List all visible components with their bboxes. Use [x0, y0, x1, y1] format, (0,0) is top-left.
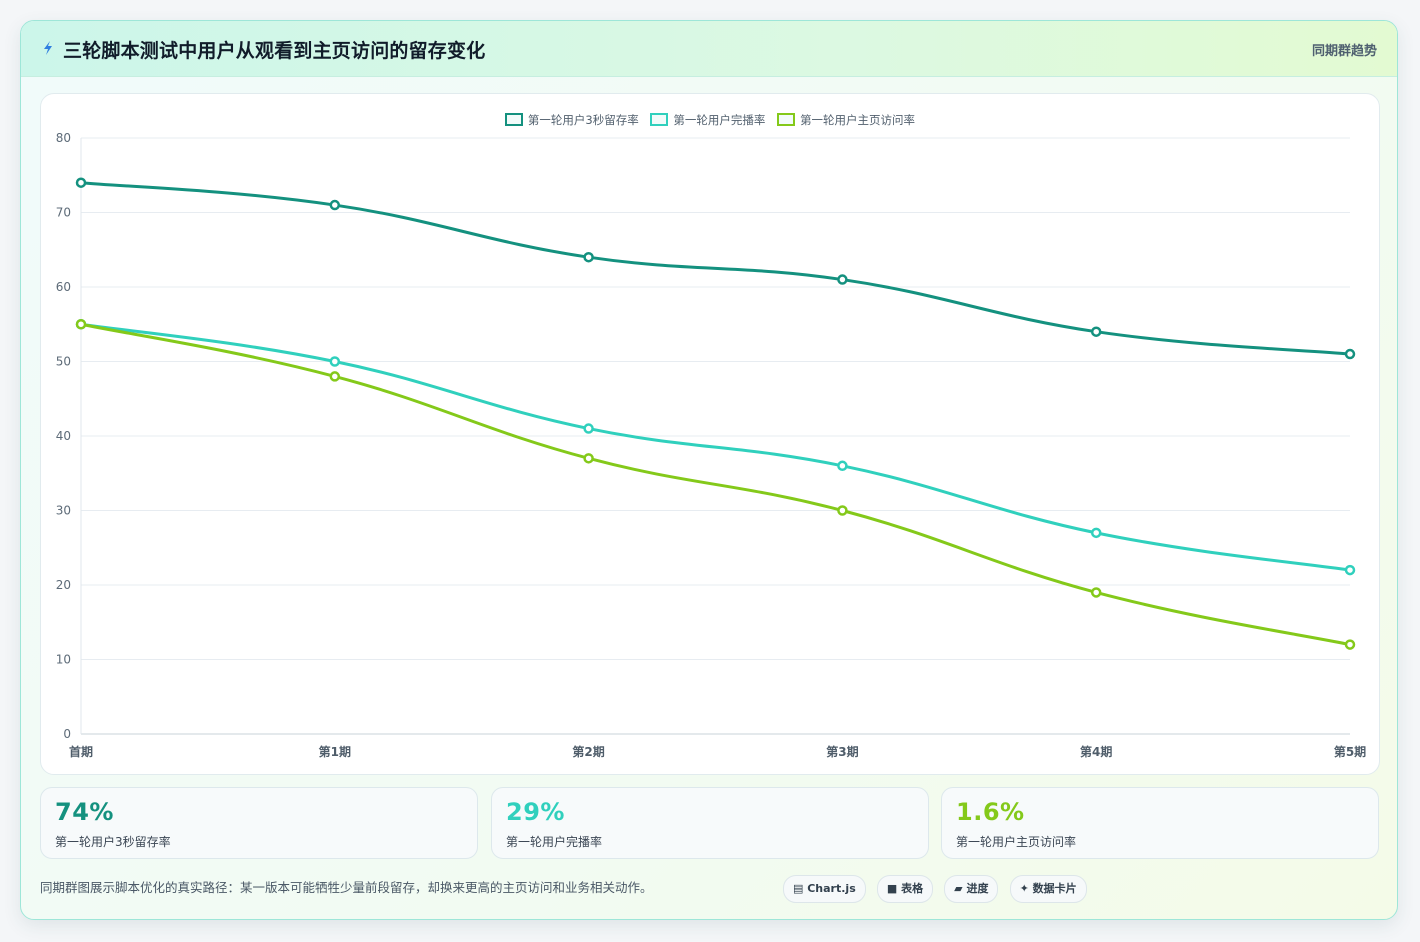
page-title: 三轮脚本测试中用户从观看到主页访问的留存变化 — [63, 40, 486, 62]
legend-label: 第一轮用户3秒留存率 — [527, 113, 639, 127]
data-point — [837, 274, 848, 285]
chip-table[interactable]: ■ 表格 — [876, 875, 934, 903]
metric-label: 第一轮用户主页访问率 — [956, 835, 1077, 849]
legend-label: 第一轮用户主页访问率 — [800, 113, 916, 127]
x-tick-label: 第1期 — [319, 744, 351, 759]
data-point — [1344, 639, 1356, 650]
data-point — [75, 177, 87, 188]
metric-label: 第一轮用户3秒留存率 — [55, 835, 171, 849]
tag-chips: ▤ Chart.js ■ 表格 ▰ 进度 ✦ 数据卡片 — [783, 875, 1093, 903]
legend-swatch-completion — [650, 113, 669, 126]
table-icon: ■ — [886, 882, 902, 895]
legend-swatch-retention — [504, 113, 523, 126]
data-point — [329, 371, 341, 382]
data-point — [583, 423, 594, 434]
chart-icon: ▤ — [793, 882, 808, 895]
data-point — [583, 453, 594, 464]
x-tick-label: 第4期 — [1080, 744, 1112, 759]
chart-card: 三轮脚本测试中用户从观看到主页访问的留存变化 同期群趋势 0 10 20 30 40 50… — [20, 20, 1398, 920]
progress-icon: ▰ — [954, 882, 967, 895]
y-tick-label: 0 — [63, 727, 71, 741]
x-tick-label: 第5期 — [1334, 744, 1366, 759]
line-chart: 0 10 20 30 40 50 60 70 80 首期 第1期 第2期 第3期 第4期 第5期 — [56, 131, 1366, 759]
y-tick-label: 60 — [56, 280, 71, 294]
legend-swatch-homepage — [777, 113, 796, 126]
y-tick-label: 10 — [56, 653, 71, 667]
chart-area: 0 10 20 30 40 50 60 70 80 首期 第1期 第2期 第3期 第4期 第5期 第一轮用户… — [40, 93, 1380, 775]
series-line-1 — [80, 322, 1351, 572]
chip-chartjs[interactable]: ▤ Chart.js — [783, 875, 866, 903]
y-tick-label: 80 — [56, 131, 71, 145]
data-point — [837, 505, 848, 516]
metric-value: 1.6% — [956, 798, 1025, 826]
x-tick-label: 首期 — [69, 744, 93, 759]
footnote: 同期群图展示脚本优化的真实路径：某一版本可能牺牲少量前段留存，却换来更高的主页访… — [40, 880, 653, 895]
x-tick-label: 第2期 — [572, 744, 604, 759]
chart-legend: 第一轮用户3秒留存率 第一轮用户完播率 第一轮用户主页访问率 — [41, 112, 1379, 128]
series-line-2 — [80, 322, 1351, 647]
legend-label: 第一轮用户完播率 — [673, 113, 766, 127]
chip-progress[interactable]: ▰ 进度 — [944, 875, 999, 903]
trend-badge: 同期群趋势 — [1311, 44, 1377, 59]
metric-value: 29% — [506, 798, 565, 826]
chip-data-card[interactable]: ✦ 数据卡片 — [1009, 875, 1087, 903]
y-tick-label: 30 — [56, 504, 71, 518]
lightning-icon — [44, 41, 52, 55]
metric-card-retention: 74% 第一轮用户3秒留存率 — [40, 787, 478, 859]
y-tick-label: 40 — [56, 429, 71, 443]
legend-item-retention[interactable]: 第一轮用户3秒留存率 — [504, 112, 639, 128]
y-tick-label: 20 — [56, 578, 71, 592]
y-tick-label: 70 — [56, 206, 71, 220]
legend-item-homepage[interactable]: 第一轮用户主页访问率 — [777, 112, 915, 128]
series-line-0 — [80, 181, 1351, 356]
data-point — [329, 199, 341, 211]
data-point — [329, 356, 341, 367]
chip-label: Chart.js — [807, 882, 856, 895]
metric-card-completion: 29% 第一轮用户完播率 — [491, 787, 929, 859]
metric-label: 第一轮用户完播率 — [506, 835, 603, 849]
data-point — [583, 251, 594, 263]
data-point — [1344, 564, 1356, 576]
x-tick-label: 第3期 — [826, 744, 858, 759]
chip-label: 数据卡片 — [1032, 882, 1077, 895]
chip-label: 表格 — [901, 882, 924, 895]
data-point — [1344, 348, 1356, 360]
data-point — [837, 460, 848, 472]
legend-item-completion[interactable]: 第一轮用户完播率 — [650, 112, 765, 128]
data-point — [1090, 527, 1102, 539]
chip-label: 进度 — [966, 882, 989, 895]
y-tick-label: 50 — [56, 355, 71, 369]
data-point — [1090, 326, 1102, 337]
data-point — [1090, 587, 1102, 598]
data-point — [75, 319, 87, 330]
card-header: 三轮脚本测试中用户从观看到主页访问的留存变化 同期群趋势 — [21, 21, 1397, 77]
sparkle-icon: ✦ — [1019, 882, 1033, 895]
metric-card-homepage: 1.6% 第一轮用户主页访问率 — [941, 787, 1379, 859]
metric-value: 74% — [55, 798, 114, 826]
